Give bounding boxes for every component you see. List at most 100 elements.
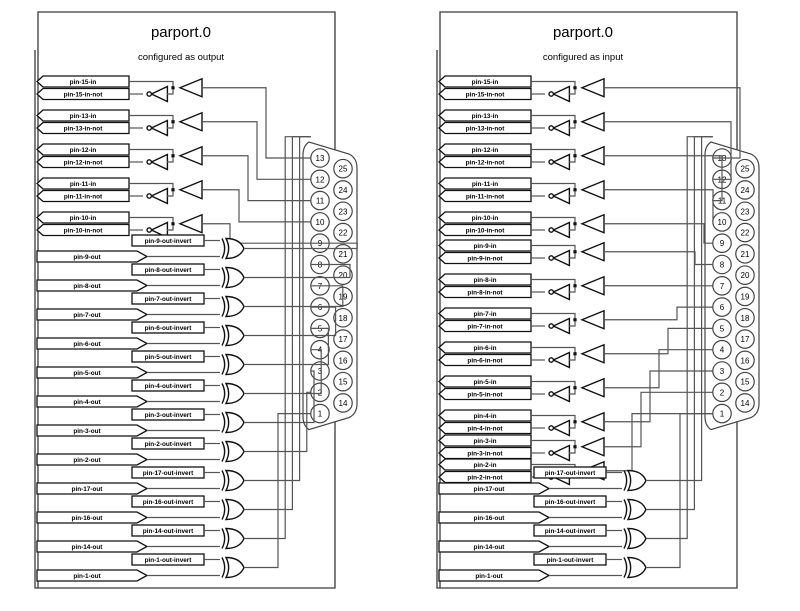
hal-param-invert-label: pin-17-out-invert — [545, 470, 596, 477]
not-gate-icon — [551, 283, 571, 301]
connector-pin[interactable]: 14 — [333, 393, 353, 413]
connector-pin[interactable]: 15 — [333, 371, 353, 392]
connector-pin[interactable]: 17 — [333, 329, 353, 349]
hal-pin-out-label: pin-16-out — [72, 515, 104, 522]
connector-pin[interactable]: 24 — [333, 180, 353, 200]
connector-pin[interactable]: 20 — [333, 265, 353, 285]
connector-pin[interactable]: 18 — [735, 307, 755, 328]
connector-pin[interactable]: 4 — [712, 339, 732, 360]
connector-pin[interactable]: 21 — [735, 244, 755, 264]
connector-pin-number: 22 — [741, 229, 750, 238]
output-signal-group: pin-2-out pin-2-out-invert — [36, 391, 311, 466]
hal-pin-in-not-shape — [36, 121, 130, 135]
wire-to-connector-pin — [244, 306, 337, 337]
xor-gate-icon-xor-arc — [221, 354, 226, 375]
xor-gate-icon-xor-arc — [221, 412, 226, 433]
connector-pin[interactable]: 24 — [735, 180, 755, 200]
connector-pin[interactable]: 7 — [712, 275, 732, 296]
hal-pin-in-label: pin-13-in — [472, 113, 499, 120]
connector-pin-number: 5 — [720, 324, 725, 333]
xor-gate-icon — [224, 237, 245, 260]
hal-param-invert-label: pin-6-out-invert — [145, 325, 193, 332]
hal-pin-in-not-label: pin-12-in-not — [64, 159, 104, 166]
wire-inverter-out — [569, 189, 576, 197]
connector-pin[interactable]: 1 — [712, 403, 732, 424]
connector-pin[interactable]: 16 — [735, 350, 755, 371]
connector-pin-icon — [333, 393, 353, 413]
output-signal-group: pin-16-out pin-16-out-invert — [36, 136, 311, 524]
output-signal-group: pin-14-out pin-14-out-invert — [438, 136, 713, 553]
xor-gate-icon-xor-arc — [623, 470, 628, 491]
xor-gate-icon — [626, 527, 647, 550]
connector-pin[interactable]: 8 — [712, 254, 732, 275]
wire-signal-true — [531, 80, 576, 88]
wire-signal-true — [129, 216, 174, 224]
connector-pin[interactable]: 2 — [712, 382, 732, 403]
connector-pin[interactable]: 25 — [735, 158, 755, 179]
connector-pin-number: 16 — [741, 356, 750, 365]
connector-pin[interactable]: 9 — [712, 233, 732, 253]
connector-pin[interactable]: 3 — [712, 361, 732, 381]
hal-param-invert-label: pin-8-out-invert — [145, 267, 193, 274]
not-gate-icon-bubble — [548, 159, 555, 165]
not-gate-icon-bubble — [548, 357, 555, 363]
output-signal-group: pin-8-out pin-8-out-invert — [36, 263, 351, 292]
junction-dot — [573, 250, 577, 254]
connector-pin[interactable]: 21 — [333, 244, 353, 264]
connector-pin[interactable]: 14 — [735, 393, 755, 413]
hal-pin-out-label: pin-16-out — [474, 515, 506, 522]
connector-pin[interactable]: 23 — [333, 201, 353, 222]
junction-dot — [573, 120, 577, 124]
xor-gate-icon-xor-arc — [623, 528, 628, 549]
hal-pin-out-shape — [438, 482, 551, 495]
wire-to-connector-pin — [646, 136, 713, 540]
output-signal-group: pin-1-out pin-1-out-invert — [438, 413, 713, 582]
not-gate-icon — [551, 351, 571, 369]
not-gate-icon-bubble — [548, 391, 555, 397]
not-gate-icon — [149, 187, 169, 205]
connector-pin[interactable]: 25 — [333, 158, 353, 179]
xor-gate-icon — [224, 266, 245, 289]
hal-pin-in-shape — [438, 239, 532, 252]
output-signal-group: pin-6-out pin-6-out-invert — [36, 306, 337, 350]
connector-pin-icon — [333, 201, 353, 222]
buffer-gate-icon — [178, 145, 203, 166]
connector-pin[interactable]: 11 — [310, 190, 330, 211]
hal-pin-out-shape — [438, 540, 551, 553]
hal-pin-in-not-shape — [36, 223, 130, 237]
connector-pin[interactable]: 6 — [712, 297, 732, 317]
xor-gate-icon-xor-arc — [221, 383, 226, 404]
xor-gate-icon — [224, 498, 245, 521]
hal-pin-in-not-label: pin-11-in-not — [466, 193, 505, 200]
wire-to-connector-pin — [202, 189, 311, 223]
connector-pin-icon — [735, 244, 755, 264]
connector-pin[interactable]: 10 — [310, 212, 330, 232]
connector-pin[interactable]: 10 — [712, 212, 732, 232]
connector-pin[interactable]: 5 — [712, 318, 732, 339]
connector-pin[interactable]: 17 — [735, 329, 755, 349]
not-gate-icon-bubble — [146, 125, 153, 131]
connector-pin-number: 3 — [318, 367, 323, 376]
hal-pin-in-shape — [36, 75, 130, 88]
hal-pin-in-not-label: pin-7-in-not — [467, 323, 503, 330]
hal-pin-in-label: pin-9-in — [473, 243, 496, 250]
connector-pin[interactable]: 22 — [735, 222, 755, 243]
hal-pin-in-not-shape — [438, 223, 532, 237]
hal-pin-out-label: pin-3-out — [73, 428, 101, 435]
connector-pin[interactable]: 13 — [310, 148, 330, 168]
connector-pin[interactable]: 19 — [735, 286, 755, 307]
connector-pin[interactable]: 12 — [310, 169, 330, 190]
connector-pin[interactable]: 23 — [735, 201, 755, 222]
wire-to-connector-pin — [244, 327, 329, 366]
connector-pin[interactable]: 20 — [735, 265, 755, 285]
connector-pin[interactable]: 22 — [333, 222, 353, 243]
connector-pin[interactable]: 16 — [333, 350, 353, 371]
wire-to-connector-pin — [646, 413, 713, 569]
output-signal-group: pin-9-out pin-9-out-invert — [36, 234, 358, 263]
connector-pin-number: 25 — [741, 165, 750, 174]
connector-pin[interactable]: 15 — [735, 371, 755, 392]
connector-pin-icon — [735, 371, 755, 392]
connector-pin-number: 10 — [718, 218, 727, 227]
connector-pin[interactable]: 18 — [333, 307, 353, 328]
hal-pin-in-not-label: pin-8-in-not — [467, 289, 503, 296]
